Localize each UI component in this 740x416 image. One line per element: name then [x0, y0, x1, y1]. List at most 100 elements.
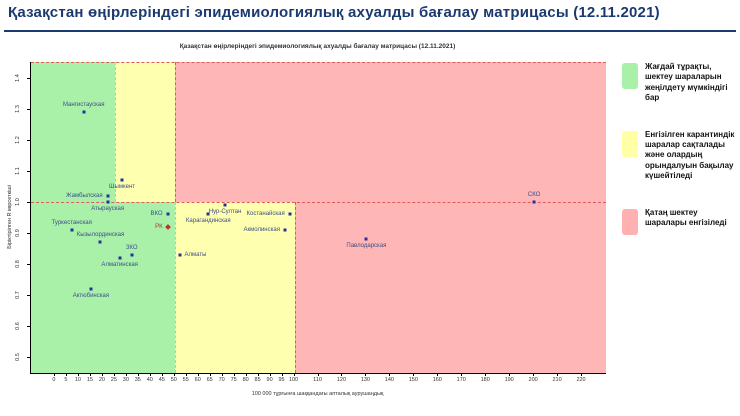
x-tick-label: 170 [456, 377, 466, 383]
x-tick-label: 30 [122, 377, 129, 383]
x-axis: 0 5 10 15 20 25 30 35 40 45 50 55 60 65 70 75 80 85 90 95 10… [30, 373, 605, 393]
x-tick-mark [257, 373, 259, 376]
y-tick-label: 0.9 [15, 229, 21, 237]
x-tick-label: 75 [230, 377, 237, 383]
y-tick-mark [27, 170, 30, 172]
x-tick-mark [185, 373, 187, 376]
zone-red-upper [174, 62, 606, 202]
threshold-line [31, 201, 606, 203]
x-tick-label: 120 [336, 377, 347, 383]
region-point [223, 203, 227, 207]
region-point-label: Жамбылская [66, 192, 103, 199]
legend: Жағдай тұрақты, шектеу шараларын жеңілде… [622, 62, 736, 235]
region-point [166, 212, 170, 216]
y-tick-label: 1.1 [15, 167, 21, 175]
threshold-line [174, 62, 176, 202]
region-point-label: Акмолинская [243, 226, 280, 233]
x-tick-mark [533, 373, 535, 376]
region-point-label: Карагандинская [185, 218, 231, 225]
y-tick-label: 0.8 [15, 260, 21, 268]
x-tick-mark [509, 373, 511, 376]
region-point [70, 228, 74, 232]
y-tick-mark [27, 201, 30, 203]
region-point [288, 212, 292, 216]
y-tick-label: 1.2 [15, 135, 21, 144]
y-tick-mark [27, 326, 30, 328]
green-zone-swatch [622, 63, 638, 89]
x-tick-label: 180 [480, 377, 490, 383]
x-tick-mark [77, 373, 79, 376]
x-tick-label: 220 [576, 377, 586, 383]
region-point-label: Шымкент [109, 184, 136, 191]
region-point-label: Туркестанская [51, 219, 92, 226]
x-tick-mark [269, 373, 271, 376]
x-tick-label: 200 [528, 377, 538, 383]
x-tick-mark [365, 373, 367, 376]
y-tick-mark [27, 77, 30, 79]
region-point-label: Алматы [184, 251, 207, 258]
x-tick-label: 60 [194, 377, 201, 383]
x-tick-mark [125, 373, 127, 376]
x-tick-mark [485, 373, 487, 376]
threshold-line [294, 201, 296, 373]
y-tick-label: 1.0 [15, 198, 21, 206]
x-tick-label: 10 [74, 377, 81, 383]
zone-red-lower [294, 201, 606, 373]
region-point-label: Атырауская [91, 205, 125, 212]
zone-green-upper [31, 62, 115, 202]
x-tick-label: 5 [64, 377, 68, 383]
region-point-label: Костанайская [246, 211, 285, 218]
x-tick-label: 15 [86, 377, 93, 383]
region-point [206, 212, 210, 216]
y-tick-mark [27, 108, 30, 110]
region-point [364, 237, 368, 241]
x-tick-mark [245, 373, 247, 376]
region-point [178, 253, 182, 257]
yellow-zone-swatch [622, 130, 638, 157]
x-tick-label: 160 [432, 377, 442, 383]
region-point [98, 240, 102, 244]
x-tick-label: 50 [170, 377, 177, 383]
x-tick-mark [53, 373, 55, 376]
region-point-label: Алматинская [101, 261, 138, 268]
x-tick-mark [281, 373, 283, 376]
x-tick-label: 190 [504, 377, 514, 383]
y-axis: 0.5 0.6 0.7 0.8 0.9 1.0 1.1 1.2 1.3 1.4 [0, 62, 30, 373]
legend-item-yellow: Енгізілген карантиндік шаралар сақталады… [622, 130, 736, 182]
x-tick-mark [161, 373, 163, 376]
x-tick-label: 35 [134, 377, 141, 383]
x-tick-label: 110 [313, 377, 322, 383]
x-tick-label: 95 [278, 377, 285, 383]
y-tick-label: 0.5 [15, 353, 21, 362]
threshold-line [31, 62, 606, 63]
x-tick-mark [461, 373, 463, 376]
x-tick-label: 80 [242, 377, 249, 383]
y-tick-label: 0.7 [15, 291, 21, 300]
legend-item-label: Қатаң шектеу шаралары енгізіледі [645, 207, 727, 227]
y-axis-label: Біріктірілген R көрсеткіші [7, 185, 13, 249]
legend-item-label: Жағдай тұрақты, шектеу шараларын жеңілде… [645, 62, 728, 103]
region-point [130, 253, 134, 257]
x-tick-mark [197, 373, 199, 376]
region-point [106, 194, 110, 198]
x-tick-mark [293, 373, 295, 376]
threshold-line [114, 62, 116, 202]
x-tick-label: 100 [288, 377, 299, 383]
x-tick-label: 210 [552, 377, 562, 383]
title-divider [4, 30, 736, 32]
y-tick-mark [27, 139, 30, 141]
x-tick-mark [581, 373, 583, 376]
x-axis-label: 100 000 тұрғынға шаққандағы апталық ауру… [251, 391, 384, 397]
region-point [532, 200, 536, 204]
region-point-label: СКО [527, 191, 541, 198]
y-tick-mark [27, 357, 30, 359]
x-tick-mark [101, 373, 103, 376]
x-tick-mark [341, 373, 343, 376]
region-point-label: Павлодарская [346, 243, 387, 250]
x-tick-label: 140 [384, 377, 394, 383]
region-point-label: Актюбинская [72, 293, 110, 300]
zone-yellow-upper [114, 62, 175, 202]
region-point [120, 178, 124, 182]
y-tick-mark [27, 233, 30, 235]
x-tick-mark [209, 373, 211, 376]
